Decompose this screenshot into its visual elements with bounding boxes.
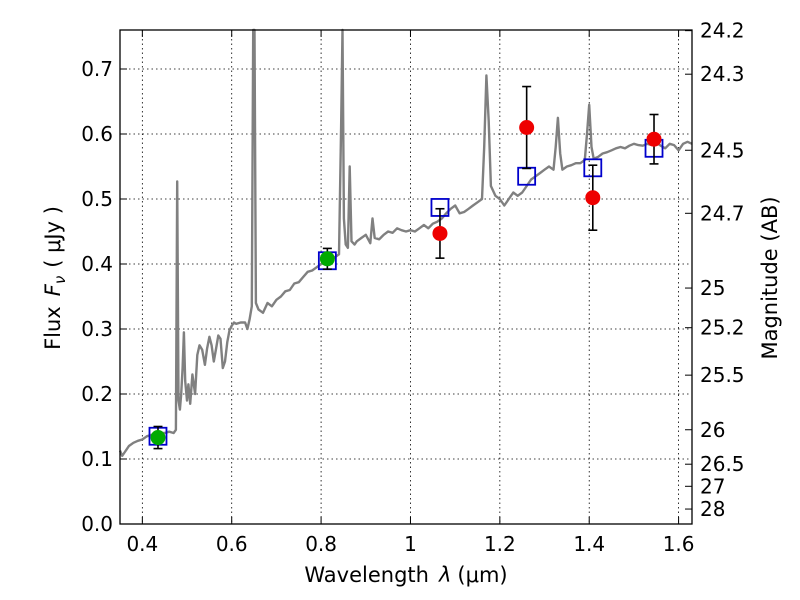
plot-frame bbox=[119, 29, 693, 525]
x-tick-label: 1.6 bbox=[663, 532, 695, 556]
detection-point bbox=[319, 251, 335, 267]
mag-tick-label: 26.5 bbox=[700, 452, 745, 476]
x-tick-label: 1 bbox=[404, 532, 417, 556]
mag-tick-label: 25.2 bbox=[700, 316, 745, 340]
mag-tick-label: 27 bbox=[700, 474, 725, 498]
measurement-point bbox=[432, 225, 448, 241]
y-tick-label: 0.3 bbox=[81, 317, 113, 341]
model-photometry-square bbox=[517, 166, 537, 186]
axis-ticks: 0.4 0.6 0.8 1 1.2 1.4 1.6 0.0 0.1 0.2 0.3 0.4 0.5 0.6… bbox=[81, 19, 744, 556]
mag-tick-label: 24.5 bbox=[700, 138, 745, 162]
y2-axis-label: Magnitude (AB) bbox=[758, 196, 782, 359]
y-axis-label: FluxFν( μJy ) bbox=[41, 206, 69, 350]
x-tick-label: 0.4 bbox=[126, 532, 158, 556]
mag-tick-label: 24.2 bbox=[700, 19, 745, 43]
x-tick-label: 1.4 bbox=[573, 532, 605, 556]
y-tick-label: 0.1 bbox=[81, 447, 113, 471]
x-tick-label: 1.2 bbox=[484, 532, 516, 556]
grid bbox=[120, 30, 692, 525]
y-tick-label: 0.5 bbox=[81, 187, 113, 211]
model-spectrum bbox=[118, 28, 693, 457]
y-tick-label: 0.0 bbox=[81, 512, 113, 536]
mag-tick-label: 24.7 bbox=[700, 201, 745, 225]
x-tick-label: 0.6 bbox=[216, 532, 248, 556]
measurement-point bbox=[646, 131, 662, 147]
y-tick-label: 0.6 bbox=[81, 122, 113, 146]
mag-tick-label: 25.5 bbox=[700, 363, 745, 387]
x-axis-label: Wavelength λ (μm) bbox=[304, 563, 507, 587]
spectrum-line bbox=[118, 28, 693, 457]
measurement-point bbox=[519, 120, 535, 135]
mag-tick-label: 26 bbox=[700, 418, 725, 442]
y-tick-label: 0.4 bbox=[81, 252, 113, 276]
mag-tick-label: 28 bbox=[700, 497, 725, 521]
mag-tick-label: 24.3 bbox=[700, 62, 745, 86]
measurement-point bbox=[585, 190, 601, 206]
y-tick-label: 0.7 bbox=[81, 57, 113, 81]
detection-point bbox=[150, 430, 166, 446]
x-tick-label: 0.8 bbox=[305, 532, 337, 556]
photometry-markers bbox=[148, 85, 664, 450]
mag-tick-label: 25 bbox=[700, 276, 725, 300]
y-tick-label: 0.2 bbox=[81, 382, 113, 406]
